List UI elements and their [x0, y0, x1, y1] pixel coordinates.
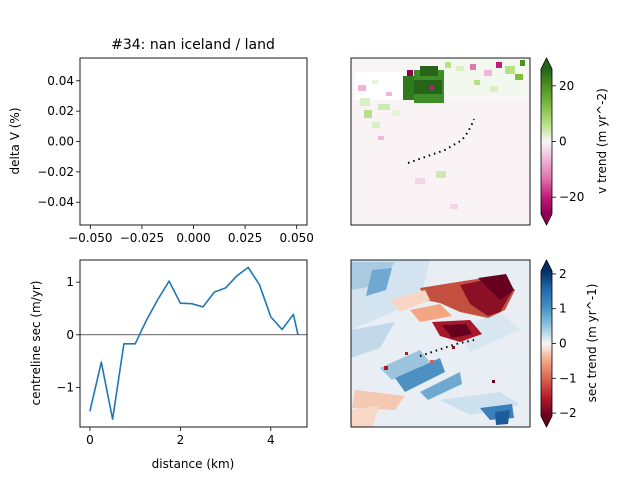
- top-left-x-tick-label: −0.025: [120, 231, 164, 245]
- sec-trend-colorbar-ticks: 2 1 0 −1 −2: [552, 267, 577, 420]
- bottom-left-y-tick-label: −1: [56, 380, 74, 394]
- top-right-map: [350, 57, 531, 226]
- sec-trend-colorbar-tick-label: −2: [559, 406, 577, 420]
- top-left-y-tick-label: 0.02: [47, 104, 74, 118]
- bottom-right-frame: [350, 259, 531, 428]
- sec-trend-colorbar-tick-label: 0: [559, 337, 567, 351]
- bottom-left-x-tick-label: 4: [267, 433, 275, 447]
- v-trend-colorbar-tick-label: −20: [559, 190, 584, 204]
- top-left-y-ticks: 0.04 0.02 0.00 −0.02 −0.04: [37, 74, 80, 209]
- top-left-axes: #34: nan iceland / land 0.04 0.02 0.00 −0.0…: [8, 37, 314, 245]
- bottom-left-y-tick-label: 1: [66, 275, 74, 289]
- v-trend-colorbar-tick-label: 20: [559, 79, 574, 93]
- top-left-x-tick-label: 0.025: [228, 231, 262, 245]
- bottom-left-y-axis-label: centreline sec (m/yr): [29, 281, 43, 406]
- bottom-left-y-ticks: 1 0 −1: [56, 275, 80, 394]
- bottom-left-axes: 1 0 −1 0 2 4 distance (km) centreline sec (m…: [29, 259, 308, 471]
- bottom-right-map: [350, 259, 531, 428]
- top-left-title: #34: nan iceland / land: [111, 37, 275, 53]
- top-left-y-axis-label: delta V (%): [8, 108, 22, 175]
- bottom-left-x-tick-label: 0: [86, 433, 94, 447]
- top-left-y-tick-label: −0.02: [37, 165, 74, 179]
- sec-trend-colorbar-tick-label: 2: [559, 267, 567, 281]
- bottom-left-y-tick-label: 0: [66, 328, 74, 342]
- centreline-sec-line: [89, 266, 299, 420]
- top-left-y-tick-label: −0.04: [37, 195, 74, 209]
- bottom-left-frame: [79, 259, 308, 428]
- bottom-left-x-tick-label: 2: [177, 433, 185, 447]
- v-trend-colorbar-label: v trend (m yr^-2): [595, 88, 609, 194]
- sec-trend-colorbar-tick-label: 1: [559, 302, 567, 316]
- sec-trend-colorbar-tick-label: −1: [559, 371, 577, 385]
- centreline-sec-points: [89, 267, 299, 420]
- top-left-x-tick-label: 0.000: [176, 231, 210, 245]
- top-left-frame: [79, 57, 308, 226]
- top-left-x-tick-label: 0.050: [280, 231, 314, 245]
- top-left-x-tick-label: −0.050: [68, 231, 112, 245]
- bottom-left-x-axis-label: distance (km): [152, 457, 235, 471]
- v-trend-colorbar: 20 0 −20 v trend (m yr^-2): [540, 57, 609, 226]
- v-trend-colorbar-ticks: 20 0 −20: [552, 79, 584, 204]
- top-left-y-tick-label: 0.00: [47, 135, 74, 149]
- sec-trend-colorbar: 2 1 0 −1 −2 sec trend (m yr^-1): [540, 259, 599, 428]
- sec-trend-colorbar-label: sec trend (m yr^-1): [585, 284, 599, 403]
- top-left-y-tick-label: 0.04: [47, 74, 74, 88]
- top-left-x-ticks: −0.050 −0.025 0.000 0.025 0.050: [68, 225, 314, 245]
- v-trend-colorbar-tick-label: 0: [559, 135, 567, 149]
- top-right-frame: [350, 57, 531, 226]
- bottom-left-x-ticks: 0 2 4: [86, 427, 275, 447]
